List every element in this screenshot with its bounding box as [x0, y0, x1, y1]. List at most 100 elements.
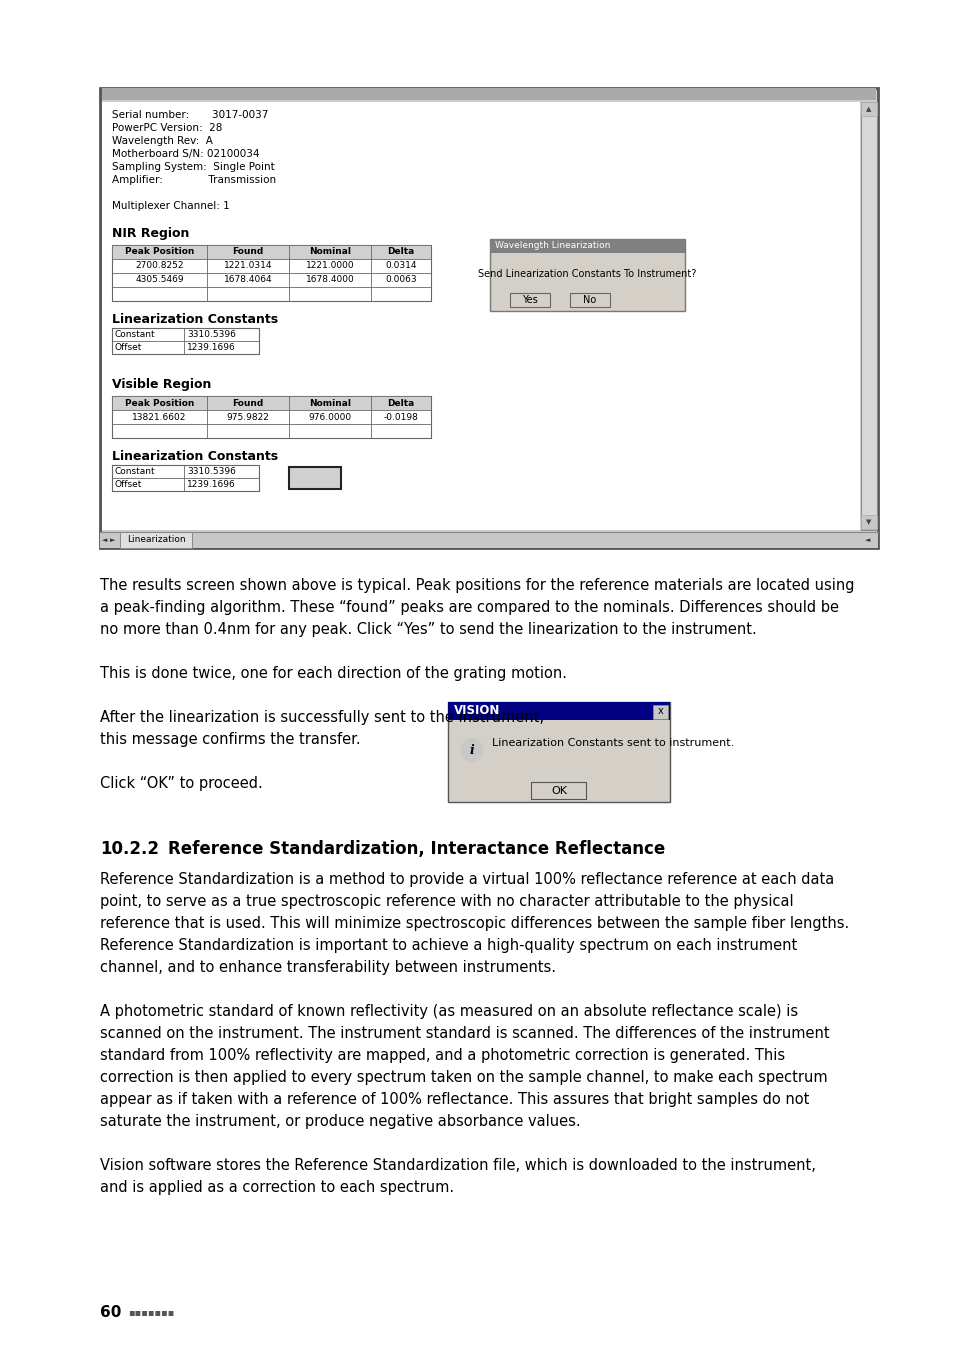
Text: Vision software stores the Reference Standardization file, which is downloaded t: Vision software stores the Reference Sta… [100, 1158, 815, 1173]
Text: Delta: Delta [387, 398, 415, 408]
Circle shape [460, 738, 482, 761]
Text: PowerPC Version:  28: PowerPC Version: 28 [112, 123, 222, 134]
Text: 975.9822: 975.9822 [226, 413, 269, 421]
Text: OK: OK [551, 786, 566, 795]
Text: 1239.1696: 1239.1696 [187, 343, 235, 352]
Text: Nominal: Nominal [309, 247, 351, 256]
Text: Found: Found [233, 247, 263, 256]
Text: 3310.5396: 3310.5396 [187, 329, 235, 339]
Text: Offset: Offset [115, 481, 142, 489]
Text: 1221.0314: 1221.0314 [224, 262, 272, 270]
Text: Reference Standardization is a method to provide a virtual 100% reflectance refe: Reference Standardization is a method to… [100, 872, 833, 887]
Text: ▼: ▼ [865, 518, 871, 525]
Bar [112, 396, 431, 437]
Text: Peak Position: Peak Position [125, 398, 194, 408]
Bar [531, 782, 586, 799]
Bar [861, 103, 876, 531]
Bar [289, 467, 340, 489]
Text: The results screen shown above is typical. Peak positions for the reference mate: The results screen shown above is typica… [100, 578, 854, 593]
Text: standard from 100% reflectivity are mapped, and a photometric correction is gene: standard from 100% reflectivity are mapp… [100, 1048, 784, 1062]
Text: 0.0314: 0.0314 [385, 262, 416, 270]
Bar [490, 239, 684, 310]
Bar [100, 88, 877, 548]
Text: 13821.6602: 13821.6602 [132, 413, 187, 421]
Bar [652, 705, 667, 720]
Bar [448, 702, 669, 720]
Text: Amplifier:              Transmission: Amplifier: Transmission [112, 176, 275, 185]
Text: This is done twice, one for each direction of the grating motion.: This is done twice, one for each directi… [100, 666, 566, 680]
Text: Constant: Constant [115, 329, 155, 339]
Text: Found: Found [233, 398, 263, 408]
Text: VISION: VISION [454, 705, 500, 717]
Text: Send Linearization Constants To Instrument?: Send Linearization Constants To Instrume… [477, 269, 696, 279]
Text: ◄: ◄ [102, 537, 108, 543]
Text: this message confirms the transfer.: this message confirms the transfer. [100, 732, 360, 747]
Text: No: No [583, 296, 596, 305]
Text: Serial number:       3017-0037: Serial number: 3017-0037 [112, 109, 268, 120]
Text: Linearization Constants sent to instrument.: Linearization Constants sent to instrume… [492, 738, 734, 748]
Text: ▪▪▪▪▪▪▪: ▪▪▪▪▪▪▪ [128, 1307, 174, 1318]
Bar [112, 244, 431, 259]
Text: Offset: Offset [115, 343, 142, 352]
Text: ►: ► [111, 537, 115, 543]
Text: Nominal: Nominal [309, 398, 351, 408]
Bar [100, 532, 877, 548]
Text: Motherboard S/N: 02100034: Motherboard S/N: 02100034 [112, 148, 259, 159]
Bar [102, 103, 859, 531]
Text: no more than 0.4nm for any peak. Click “Yes” to send the linearization to the in: no more than 0.4nm for any peak. Click “… [100, 622, 756, 637]
Text: reference that is used. This will minimize spectroscopic differences between the: reference that is used. This will minimi… [100, 917, 848, 932]
Text: 1678.4000: 1678.4000 [305, 275, 354, 285]
Bar [569, 293, 609, 306]
Text: ▲: ▲ [865, 107, 871, 112]
Text: correction is then applied to every spectrum taken on the sample channel, to mak: correction is then applied to every spec… [100, 1071, 827, 1085]
Bar [510, 293, 550, 306]
Bar [112, 244, 431, 301]
Text: Click “OK” to proceed.: Click “OK” to proceed. [100, 776, 262, 791]
Text: Sampling System:  Single Point: Sampling System: Single Point [112, 162, 274, 171]
Text: i: i [469, 744, 474, 756]
Text: saturate the instrument, or produce negative absorbance values.: saturate the instrument, or produce nega… [100, 1114, 580, 1129]
Text: Reference Standardization, Interactance Reflectance: Reference Standardization, Interactance … [168, 840, 664, 859]
Text: 1678.4064: 1678.4064 [223, 275, 272, 285]
Text: Multiplexer Channel: 1: Multiplexer Channel: 1 [112, 201, 230, 211]
Text: and is applied as a correction to each spectrum.: and is applied as a correction to each s… [100, 1180, 454, 1195]
Bar [102, 88, 875, 100]
Bar [861, 103, 876, 116]
Bar [120, 532, 192, 548]
Bar [112, 328, 258, 354]
Text: Linearization Constants: Linearization Constants [112, 450, 278, 463]
Text: 0.0063: 0.0063 [385, 275, 416, 285]
Text: Linearization Constants: Linearization Constants [112, 313, 278, 325]
Text: 4305.5469: 4305.5469 [135, 275, 184, 285]
Bar [490, 239, 684, 252]
Text: 3310.5396: 3310.5396 [187, 467, 235, 477]
Text: After the linearization is successfully sent to the instrument,: After the linearization is successfully … [100, 710, 543, 725]
Text: scanned on the instrument. The instrument standard is scanned. The differences o: scanned on the instrument. The instrumen… [100, 1026, 829, 1041]
Text: a peak-finding algorithm. These “found” peaks are compared to the nominals. Diff: a peak-finding algorithm. These “found” … [100, 599, 838, 616]
Text: appear as if taken with a reference of 100% reflectance. This assures that brigh: appear as if taken with a reference of 1… [100, 1092, 808, 1107]
Text: 976.0000: 976.0000 [308, 413, 352, 421]
Text: NIR Region: NIR Region [112, 227, 190, 240]
Text: 2700.8252: 2700.8252 [135, 262, 184, 270]
Bar [112, 464, 258, 491]
Text: Reference Standardization is important to achieve a high-quality spectrum on eac: Reference Standardization is important t… [100, 938, 797, 953]
Text: ◄: ◄ [864, 537, 870, 543]
Bar [861, 514, 876, 529]
Text: Wavelength Rev:  A: Wavelength Rev: A [112, 136, 213, 146]
Text: 1239.1696: 1239.1696 [187, 481, 235, 489]
Text: Peak Position: Peak Position [125, 247, 194, 256]
Text: A photometric standard of known reflectivity (as measured on an absolute reflect: A photometric standard of known reflecti… [100, 1004, 798, 1019]
Text: channel, and to enhance transferability between instruments.: channel, and to enhance transferability … [100, 960, 556, 975]
Text: Linearization: Linearization [127, 536, 185, 544]
Text: x: x [657, 706, 662, 716]
Bar [112, 396, 431, 410]
Text: Visible Region: Visible Region [112, 378, 212, 392]
Bar [448, 702, 669, 802]
Text: 1221.0000: 1221.0000 [305, 262, 354, 270]
Text: Yes: Yes [521, 296, 537, 305]
Text: 10.2.2: 10.2.2 [100, 840, 159, 859]
Text: -0.0198: -0.0198 [383, 413, 418, 421]
Text: 60: 60 [100, 1305, 121, 1320]
Text: Delta: Delta [387, 247, 415, 256]
Text: point, to serve as a true spectroscopic reference with no character attributable: point, to serve as a true spectroscopic … [100, 894, 793, 909]
